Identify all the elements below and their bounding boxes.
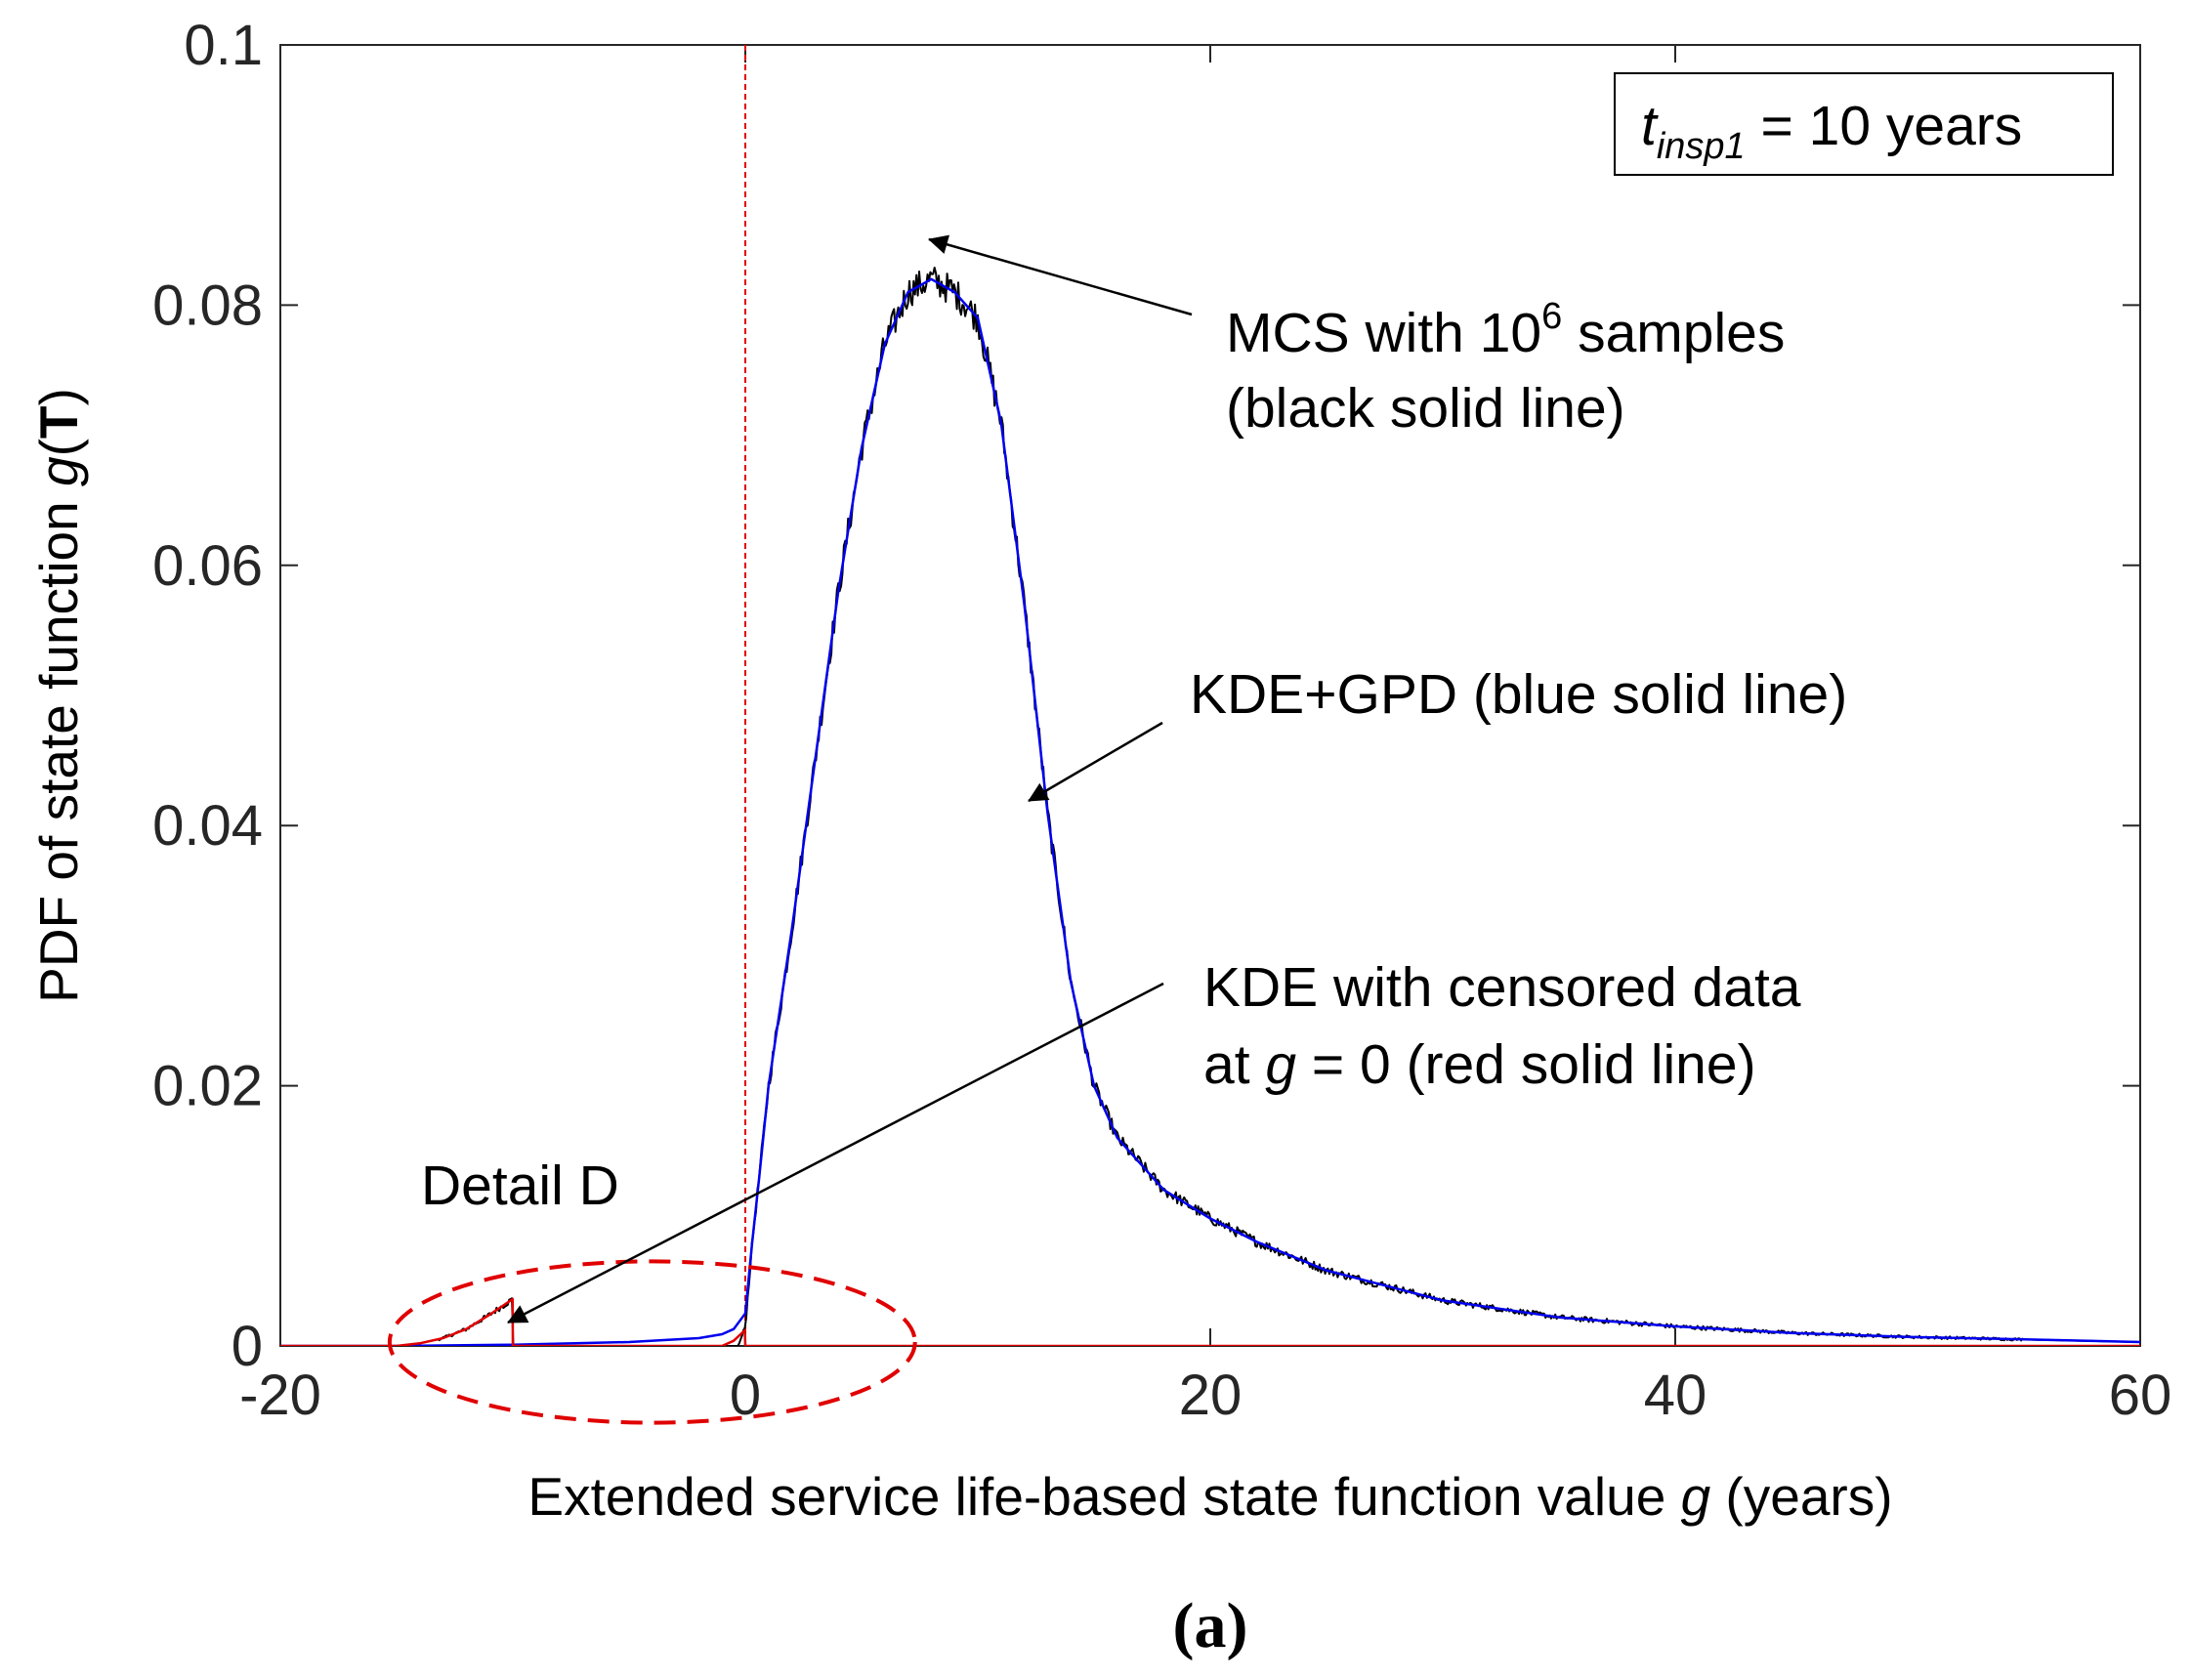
y-axis-label: PDF of state function g(T) xyxy=(28,388,89,1003)
x-tick-label: 60 xyxy=(2109,1364,2172,1427)
annotation-kde-censored-arrow xyxy=(507,982,1164,1324)
y-tick-label: 0.04 xyxy=(152,794,263,858)
annotation-detail-d: Detail D xyxy=(421,1155,619,1217)
legend-box-frame xyxy=(1614,72,2114,176)
annotation-kde-censored: KDE with censored data at g = 0 (red sol… xyxy=(507,956,1801,1324)
annotation-mcs-line2: (black solid line) xyxy=(1226,377,1625,440)
kde-censored-series-line xyxy=(280,1297,2140,1346)
y-tick-label: 0 xyxy=(232,1315,263,1378)
y-tick-label: 0.08 xyxy=(152,273,263,337)
detail-d-ellipse xyxy=(387,1259,917,1425)
y-tick-label: 0.02 xyxy=(152,1055,263,1118)
annotation-kde-gpd: KDE+GPD (blue solid line) xyxy=(1028,663,1847,803)
x-axis-label: Extended service life-based state functi… xyxy=(527,1466,1892,1527)
x-tick-label: 20 xyxy=(1179,1364,1243,1427)
annotation-kde-censored-line1: KDE with censored data xyxy=(1203,956,1801,1019)
legend-box: tinsp1 = 10 years xyxy=(1614,72,2114,176)
annotation-kde-censored-line2: at g = 0 (red solid line) xyxy=(1203,1033,1756,1096)
annotation-mcs-arrow xyxy=(928,234,1193,316)
annotation-mcs: MCS with 106 samples (black solid line) xyxy=(928,234,1785,440)
legend-value: = 10 years xyxy=(1746,95,2023,157)
y-tick-label: 0.1 xyxy=(184,14,263,77)
y-tick-label: 0.06 xyxy=(152,534,263,598)
x-tick-label: 40 xyxy=(1644,1364,1707,1427)
legend-text: tinsp1 = 10 years xyxy=(1641,95,2022,167)
annotation-kde-gpd-arrow xyxy=(1028,721,1163,803)
annotation-mcs-line1: MCS with 106 samples xyxy=(1226,296,1785,364)
legend-var: t xyxy=(1641,95,1659,157)
legend-subscript: insp1 xyxy=(1657,126,1746,167)
x-tick-label: -20 xyxy=(239,1364,321,1427)
series-group xyxy=(280,267,2140,1346)
annotation-kde-gpd-label: KDE+GPD (blue solid line) xyxy=(1190,663,1847,726)
plot-area xyxy=(279,44,2141,1347)
kde-gpd-series-line xyxy=(280,277,2140,1346)
figure-caption: (a) xyxy=(1173,1590,1248,1661)
